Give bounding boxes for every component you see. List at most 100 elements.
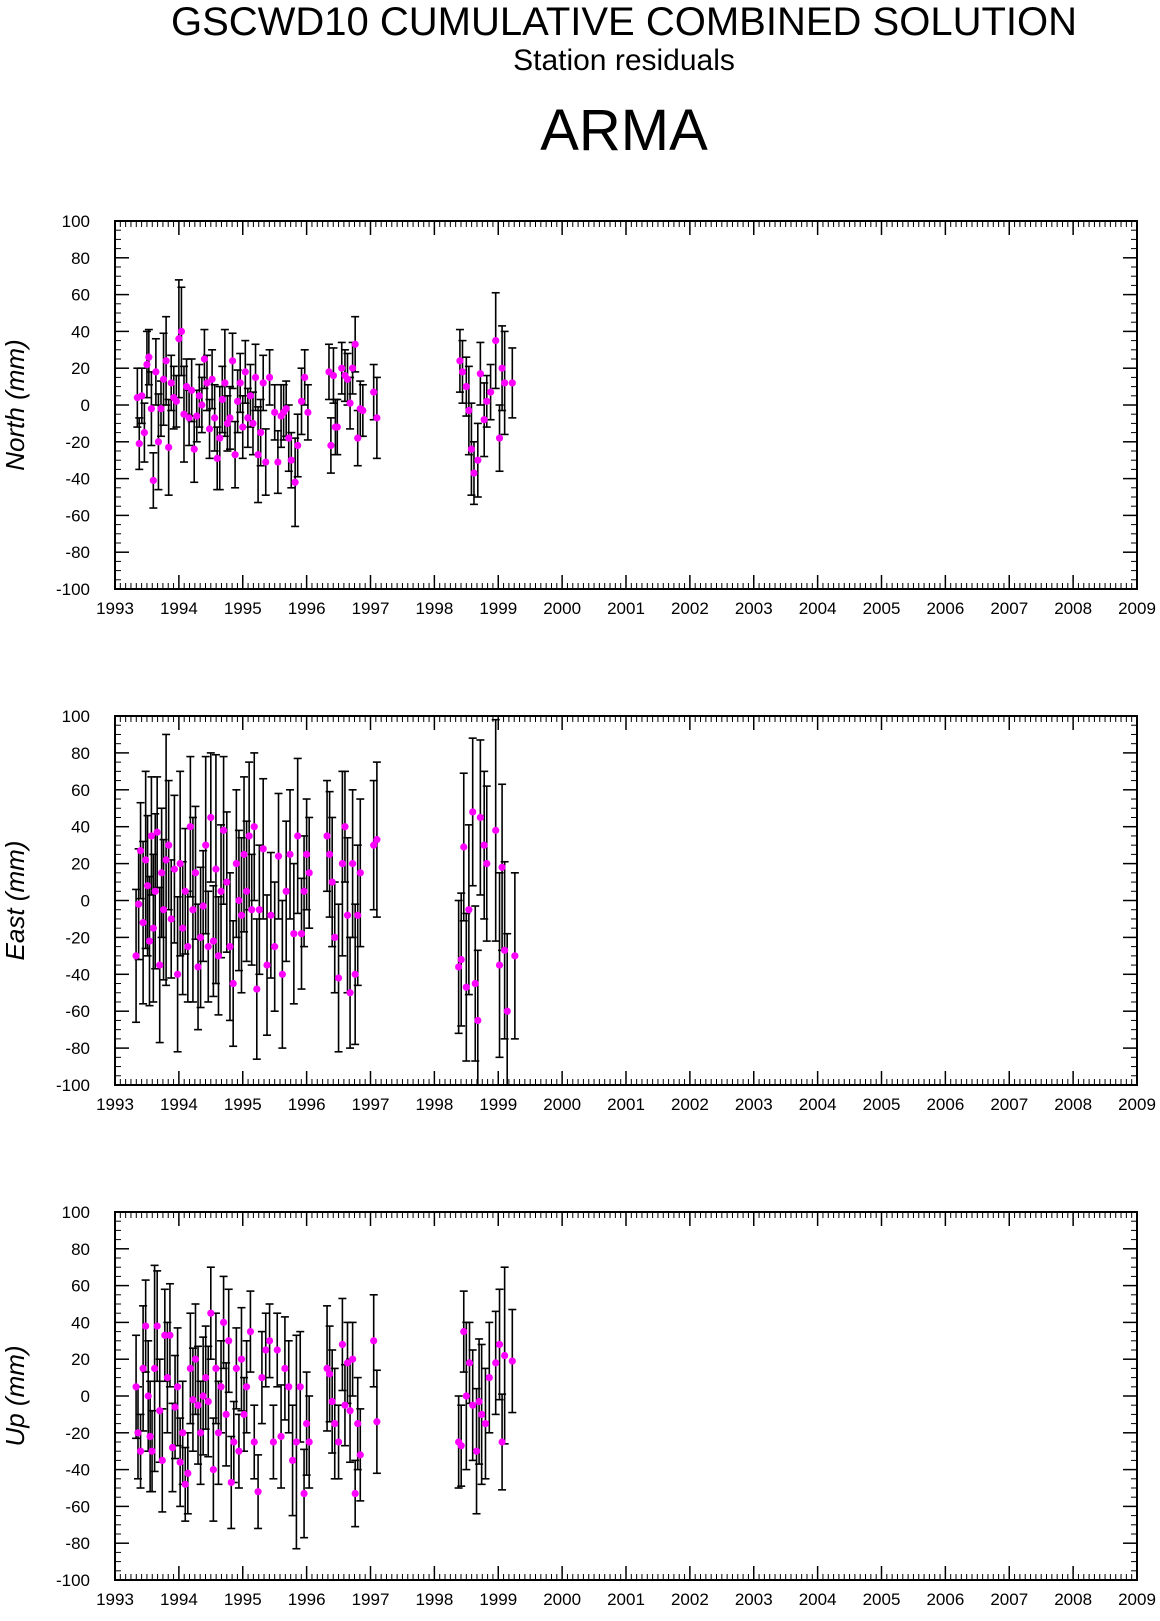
up-x-tick-label: 1994 [160,1590,198,1609]
up-data-point [349,1355,357,1363]
east-data-point [334,974,343,982]
east-data-point [149,924,157,932]
up-x-tick-label: 2008 [1054,1590,1092,1609]
east-data-point [196,933,205,942]
east-data-point [159,906,168,914]
east-data-point [153,828,161,836]
north-data-point [193,412,201,420]
north-data-point [265,373,274,381]
north-data-point [234,397,242,405]
north-data-point [145,353,153,361]
up-data-point [288,1456,297,1464]
up-x-tick-label: 1999 [479,1590,517,1609]
up-data-point [189,1396,197,1404]
east-data-point [331,933,339,942]
north-data-point [297,397,306,405]
north-data-point [182,383,191,391]
east-data-point [232,860,240,868]
up-y-tick-label: 0 [81,1387,90,1406]
up-data-point [151,1364,159,1372]
north-data-point [162,357,170,365]
east-data-point [305,869,313,877]
east-data-point [346,989,354,997]
north-data-point [262,458,270,466]
east-data-point [483,860,491,868]
up-data-point [214,1429,223,1437]
up-data-point [207,1309,215,1317]
up-data-point [139,1364,147,1372]
east-data-point [373,836,381,844]
north-data-point [138,392,146,400]
north-y-tick-label: 100 [62,212,90,231]
north-data-point [282,405,290,413]
east-data-point [173,970,182,978]
up-x-tick-label: 2004 [799,1590,837,1609]
north-data-point [239,423,247,431]
up-data-point [166,1331,174,1339]
east-data-point [132,952,140,960]
north-data-point [226,414,234,422]
up-data-point [191,1355,200,1363]
east-y-tick-label: 20 [71,855,90,874]
up-x-tick-label: 2003 [735,1590,773,1609]
east-data-point [501,946,509,954]
up-data-point [199,1392,207,1400]
up-data-point [217,1383,225,1391]
up-data-point [254,1488,262,1496]
up-data-point [269,1438,278,1446]
east-data-point [503,1007,511,1015]
north-data-point [249,419,257,427]
east-data-point [294,832,302,840]
up-data-point [184,1469,192,1477]
up-data-point [273,1346,281,1354]
east-data-point [226,943,234,951]
east-x-tick-label: 2007 [990,1095,1028,1114]
north-data-point [458,368,467,376]
up-data-point [134,1429,142,1437]
east-x-tick-label: 1998 [415,1095,453,1114]
east-data-point [338,860,346,868]
north-data-point [165,443,173,451]
east-data-point [278,970,286,978]
up-y-tick-label: -100 [56,1571,90,1590]
up-y-tick-label: -80 [65,1534,90,1553]
north-x-tick-label: 1997 [352,599,390,618]
east-data-point [349,860,357,868]
north-y-tick-label: -20 [65,433,90,452]
up-data-point [262,1346,270,1354]
north-data-point [486,388,495,396]
east-data-point [207,813,215,822]
east-data-point [212,865,220,873]
east-data-point [158,869,166,877]
north-data-point [200,355,209,363]
east-data-point [370,841,378,849]
up-data-point [485,1374,493,1382]
up-data-point [163,1374,171,1382]
east-data-point [223,878,231,886]
east-y-tick-label: -40 [65,965,90,984]
up-data-point [465,1359,474,1367]
north-x-tick-label: 2002 [671,599,709,618]
east-x-tick-label: 2002 [671,1095,709,1114]
north-data-point [285,434,293,442]
north-data-point [140,429,148,437]
north-data-point [143,360,151,369]
up-data-point [265,1337,274,1345]
east-data-point [167,915,175,923]
north-data-point [190,445,198,453]
east-data-point [184,943,192,951]
north-data-point [370,388,378,396]
figure-subtitle: Station residuals [513,44,735,77]
east-data-point [253,985,261,993]
up-x-tick-label: 1995 [224,1590,262,1609]
north-data-point [257,429,265,437]
up-data-point [277,1432,285,1441]
east-data-point [217,887,225,895]
east-data-point [143,882,152,890]
east-x-tick-label: 1994 [160,1095,198,1114]
east-x-tick-label: 2005 [863,1095,901,1114]
north-data-point [333,423,341,431]
up-data-point [258,1374,266,1382]
east-x-tick-label: 1997 [352,1095,390,1114]
up-data-point [142,1322,150,1330]
